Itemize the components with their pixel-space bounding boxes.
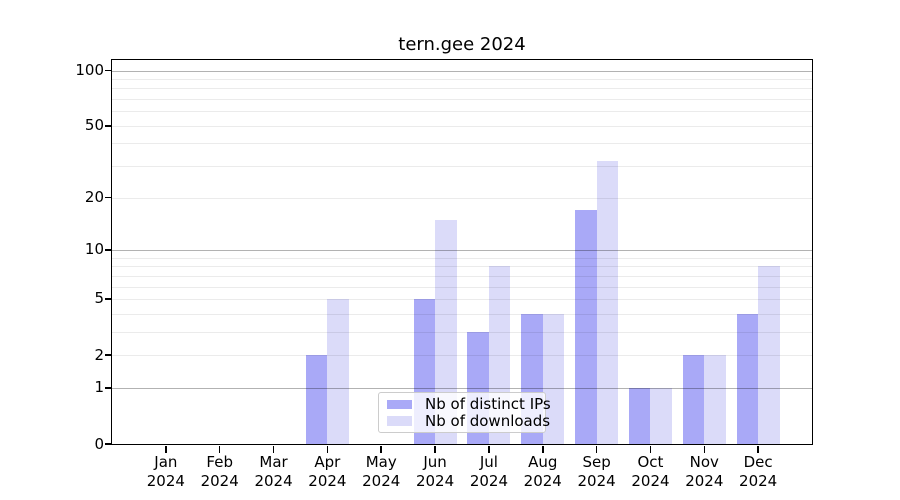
y-tick-label-100: 100 xyxy=(75,61,104,79)
gridline-40 xyxy=(112,143,812,145)
gridline-7 xyxy=(112,275,812,277)
x-tick-label-aug: Aug 2024 xyxy=(523,453,562,490)
x-tick-mark-jan xyxy=(165,445,167,453)
gridline-2 xyxy=(112,355,812,357)
legend-item-distinct-ips: Nb of distinct IPs xyxy=(387,396,551,412)
y-tick-mark-50 xyxy=(105,125,112,127)
gridline-70 xyxy=(112,99,812,101)
gridline-100 xyxy=(112,70,812,72)
bar-downloads-sep xyxy=(596,161,619,444)
gridline-8 xyxy=(112,266,812,268)
y-tick-label-0: 0 xyxy=(94,434,104,453)
gridline-80 xyxy=(112,88,812,90)
x-tick-mark-oct xyxy=(649,445,652,453)
gridline-6 xyxy=(112,286,812,288)
gridline-3 xyxy=(112,331,812,333)
legend-label-downloads: Nb of downloads xyxy=(425,411,551,430)
x-tick-mark-aug xyxy=(542,445,544,453)
gridline-50 xyxy=(112,125,812,127)
gridline-20 xyxy=(112,197,812,199)
x-tick-mark-apr xyxy=(326,445,329,453)
x-tick-mark-dec xyxy=(757,445,759,453)
legend: Nb of distinct IPs Nb of downloads xyxy=(378,392,551,433)
gridline-60 xyxy=(112,111,812,113)
bar-downloads-jun xyxy=(435,219,457,444)
bar-downloads-nov xyxy=(704,355,726,444)
legend-label-distinct-ips: Nb of distinct IPs xyxy=(425,395,551,414)
x-tick-label-apr: Apr 2024 xyxy=(308,453,347,490)
x-tick-mark-mar xyxy=(272,445,275,453)
bar-distinct-ips-oct xyxy=(628,387,651,444)
gridline-30 xyxy=(112,166,812,168)
legend-swatch-downloads xyxy=(387,416,412,426)
x-tick-label-jun: Jun 2024 xyxy=(415,453,455,490)
y-tick-mark-0 xyxy=(105,443,112,445)
x-tick-label-oct: Oct 2024 xyxy=(631,453,670,490)
gridline-1 xyxy=(112,387,812,389)
gridline-4 xyxy=(112,313,812,315)
x-tick-label-dec: Dec 2024 xyxy=(739,453,778,490)
x-tick-label-jul: Jul 2024 xyxy=(469,453,509,490)
gridline-9 xyxy=(112,257,812,259)
chart-title: tern.gee 2024 xyxy=(398,34,526,55)
y-tick-mark-1 xyxy=(105,387,112,389)
x-tick-mark-nov xyxy=(703,445,706,453)
y-tick-label-50: 50 xyxy=(84,116,104,135)
y-tick-label-10: 10 xyxy=(84,240,104,259)
gridline-5 xyxy=(112,298,812,300)
x-tick-mark-feb xyxy=(218,445,221,453)
bar-distinct-ips-dec xyxy=(736,313,759,444)
x-tick-label-feb: Feb 2024 xyxy=(200,453,239,490)
y-tick-label-2: 2 xyxy=(94,345,104,364)
y-tick-mark-100 xyxy=(105,69,112,72)
x-tick-mark-sep xyxy=(595,445,598,453)
bar-distinct-ips-nov xyxy=(682,355,705,444)
bar-distinct-ips-sep xyxy=(575,210,597,444)
y-tick-mark-2 xyxy=(105,354,112,356)
x-tick-label-sep: Sep 2024 xyxy=(577,453,616,490)
x-tick-mark-jun xyxy=(434,445,436,453)
y-tick-label-1: 1 xyxy=(94,378,104,397)
y-tick-mark-5 xyxy=(105,298,112,300)
bar-downloads-apr xyxy=(327,298,349,444)
y-tick-mark-20 xyxy=(105,196,112,199)
legend-item-downloads: Nb of downloads xyxy=(387,413,550,429)
x-tick-mark-jul xyxy=(488,445,490,453)
y-tick-label-5: 5 xyxy=(94,289,104,308)
y-tick-label-20: 20 xyxy=(84,188,104,207)
bar-downloads-dec xyxy=(758,266,780,444)
x-tick-mark-may xyxy=(380,445,382,453)
legend-swatch-distinct-ips xyxy=(387,399,412,409)
gridline-90 xyxy=(112,78,812,80)
x-tick-label-mar: Mar 2024 xyxy=(254,453,293,490)
x-tick-label-nov: Nov 2024 xyxy=(685,453,724,490)
bar-downloads-aug xyxy=(542,313,565,444)
bar-downloads-oct xyxy=(650,387,672,444)
y-tick-mark-10 xyxy=(105,249,112,251)
gridline-10 xyxy=(112,249,812,251)
x-tick-label-jan: Jan 2024 xyxy=(146,453,185,490)
x-tick-label-may: May 2024 xyxy=(362,453,401,490)
bar-distinct-ips-apr xyxy=(305,355,328,444)
